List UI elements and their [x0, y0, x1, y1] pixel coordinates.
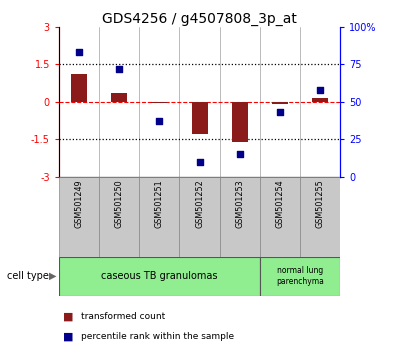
Bar — [260, 177, 300, 257]
Text: GSM501251: GSM501251 — [155, 179, 164, 228]
Text: GSM501249: GSM501249 — [74, 179, 84, 228]
Point — [277, 109, 283, 115]
Text: ■: ■ — [63, 312, 73, 322]
Bar — [220, 177, 260, 257]
Point — [196, 159, 203, 165]
Bar — [260, 257, 340, 296]
Bar — [111, 93, 127, 102]
Point — [156, 119, 163, 124]
Point — [236, 152, 243, 157]
Point — [76, 49, 82, 55]
Text: GSM501255: GSM501255 — [316, 179, 325, 228]
Point — [116, 66, 123, 72]
Bar — [272, 102, 288, 104]
Text: percentile rank within the sample: percentile rank within the sample — [81, 332, 234, 341]
Bar — [179, 177, 220, 257]
Bar — [59, 257, 260, 296]
Point — [317, 87, 323, 93]
Bar — [191, 102, 208, 135]
Text: normal lung
parenchyma: normal lung parenchyma — [276, 267, 324, 286]
Bar — [71, 74, 87, 102]
Text: caseous TB granulomas: caseous TB granulomas — [101, 271, 218, 281]
Bar — [300, 177, 340, 257]
Text: GSM501252: GSM501252 — [195, 179, 204, 228]
Text: GSM501254: GSM501254 — [275, 179, 285, 228]
Text: cell type: cell type — [7, 271, 49, 281]
Text: GSM501250: GSM501250 — [115, 179, 124, 228]
Text: ■: ■ — [63, 331, 73, 341]
Text: transformed count: transformed count — [81, 312, 165, 321]
Text: ▶: ▶ — [49, 271, 57, 281]
Bar — [312, 98, 328, 102]
Title: GDS4256 / g4507808_3p_at: GDS4256 / g4507808_3p_at — [102, 12, 297, 25]
Bar — [139, 177, 179, 257]
Text: GSM501253: GSM501253 — [235, 179, 244, 228]
Bar — [99, 177, 139, 257]
Bar — [151, 102, 168, 103]
Bar — [232, 102, 248, 142]
Bar — [59, 177, 99, 257]
